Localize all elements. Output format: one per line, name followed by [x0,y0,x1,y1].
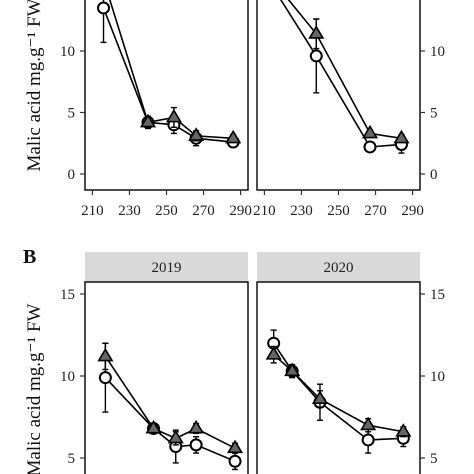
facet-strip-label: 2020 [324,260,354,276]
y-tick-label-right: 5 [430,451,438,467]
x-tick-label: 270 [364,203,387,219]
y-tick-label-right: 15 [430,287,445,303]
data-point-triangle [139,113,157,128]
data-point-triangle [145,419,162,434]
y-tick-label: 15 [60,287,75,303]
triangle-series-line [104,355,236,449]
data-point-triangle [188,419,205,434]
facet-strip [257,252,420,282]
data-point-triangle [265,346,282,360]
facet-strip-label: 2019 [152,260,182,276]
data-point-triangle [308,25,325,39]
data-point-triangle [284,362,301,377]
data-point-triangle [226,439,244,454]
y-tick-label-right: 0 [430,167,438,183]
x-tick-label: 270 [192,203,215,219]
panel-a: Malic acid mg.g⁻¹ FW 0 5 10 210 230 250 270 290 0… [24,0,445,219]
y-tick-label: 5 [68,451,76,467]
data-point-triangle [311,390,329,404]
facet-frame [84,281,249,474]
data-point-circle [98,371,112,385]
data-point-triangle [395,423,412,437]
data-point-circle [363,140,377,154]
y-axis-title: Malic acid mg.g⁻¹ FW [24,303,45,474]
data-point-circle [228,454,242,468]
y-tick-label-right: 5 [430,106,438,122]
y-tick-label-right: 10 [430,369,445,385]
data-point-circle [361,433,375,447]
x-tick-label: 250 [327,203,350,219]
data-point-circle [309,49,323,63]
triangle-series-line [109,0,234,140]
x-tick-label: 230 [118,203,141,219]
x-tick-label: 210 [81,203,104,219]
panel-label: B [23,246,36,268]
y-axis-title: Malic acid mg.g⁻¹ FW [24,0,45,171]
y-tick-label: 10 [60,369,75,385]
data-point-triangle [393,129,410,144]
x-tick-label: 230 [290,203,313,219]
data-point-triangle [165,108,182,123]
x-tick-label: 250 [155,203,178,219]
data-point-circle [189,438,203,452]
data-point-triangle [188,127,205,141]
y-tick-label: 5 [68,106,76,122]
x-tick-label: 290 [401,203,424,219]
facet-frame [256,281,421,474]
x-tick-label: 290 [229,203,252,219]
data-point-triangle [225,129,242,144]
x-tick-label: 210 [253,203,276,219]
y-tick-label-right: 10 [430,44,445,60]
data-point-triangle [167,429,184,444]
data-point-triangle [361,124,379,139]
y-tick-label: 10 [60,44,75,60]
facet-frame [84,0,249,191]
circle-series-line [273,342,404,441]
data-point-circle [97,1,111,15]
circle-series-line [280,0,402,148]
data-point-triangle [97,347,114,362]
triangle-series-line [287,0,402,140]
y-tick-label: 0 [68,167,76,183]
data-point-triangle [360,416,377,431]
panel-b: B Malic acid mg.g⁻¹ FW 2019 5 10 15 2020 5 10 15 [23,246,445,474]
facet-strip [85,252,248,282]
